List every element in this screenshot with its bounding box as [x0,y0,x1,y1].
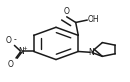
Text: N: N [18,47,24,56]
Text: O: O [64,7,70,16]
Text: N: N [88,48,94,57]
Text: O: O [8,60,13,69]
Text: -: - [14,35,17,44]
Text: O: O [6,36,12,45]
Text: OH: OH [88,15,100,24]
Text: +: + [22,46,27,51]
